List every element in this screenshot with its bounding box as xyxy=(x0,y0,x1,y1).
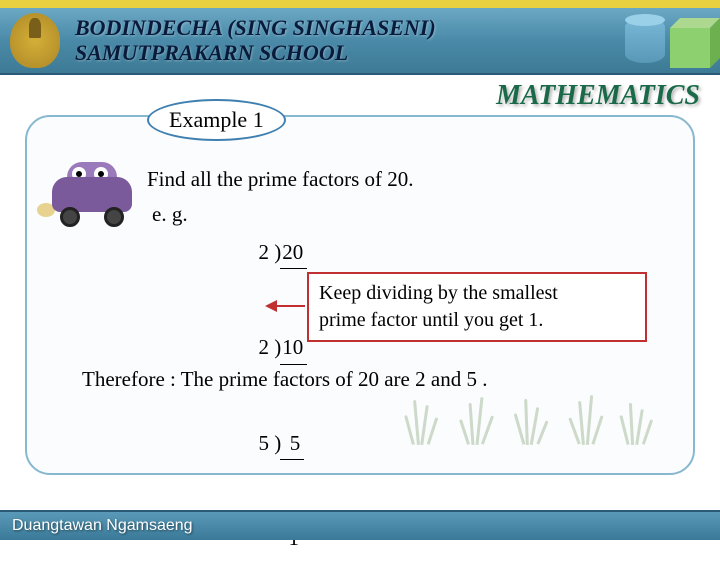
dividend: 5 xyxy=(280,428,304,461)
hint-line1: Keep dividing by the smallest xyxy=(319,280,635,307)
hint-line2: prime factor until you get 1. xyxy=(319,307,635,334)
problem-text: Find all the prime factors of 20. xyxy=(147,167,414,192)
arrow-icon xyxy=(267,305,305,307)
dividend: 20 xyxy=(280,237,307,270)
footer-bar: Duangtawan Ngamsaeng xyxy=(0,510,720,540)
header-shapes xyxy=(625,18,710,68)
dividend: 10 xyxy=(280,332,307,365)
conclusion-text: Therefore : The prime factors of 20 are … xyxy=(82,367,487,392)
author-name: Duangtawan Ngamsaeng xyxy=(12,517,193,535)
divisor: 2 xyxy=(259,335,270,359)
school-line1: BODINDECHA (SING SINGHASENI) xyxy=(75,16,436,40)
subject-title: MATHEMATICS xyxy=(496,80,700,112)
eg-label: e. g. xyxy=(152,202,188,227)
school-logo xyxy=(10,13,60,68)
cylinder-icon xyxy=(625,18,665,63)
divisor: 5 xyxy=(259,431,270,455)
header-bar: BODINDECHA (SING SINGHASENI) SAMUTPRAKAR… xyxy=(0,0,720,75)
grass-decoration xyxy=(403,390,663,445)
hint-box: Keep dividing by the smallest prime fact… xyxy=(307,272,647,342)
division-row: 2 )20 xyxy=(227,205,307,301)
divisor: 2 xyxy=(259,240,270,264)
division-row: 5 )5 xyxy=(227,396,307,492)
car-illustration xyxy=(52,157,142,227)
cube-icon xyxy=(670,28,710,68)
school-name: BODINDECHA (SING SINGHASENI) SAMUTPRAKAR… xyxy=(75,16,436,64)
content-frame: Example 1 Find all the prime factors of … xyxy=(25,115,695,475)
school-line2: SAMUTPRAKARN SCHOOL xyxy=(75,41,436,65)
example-label: Example 1 xyxy=(147,99,286,141)
